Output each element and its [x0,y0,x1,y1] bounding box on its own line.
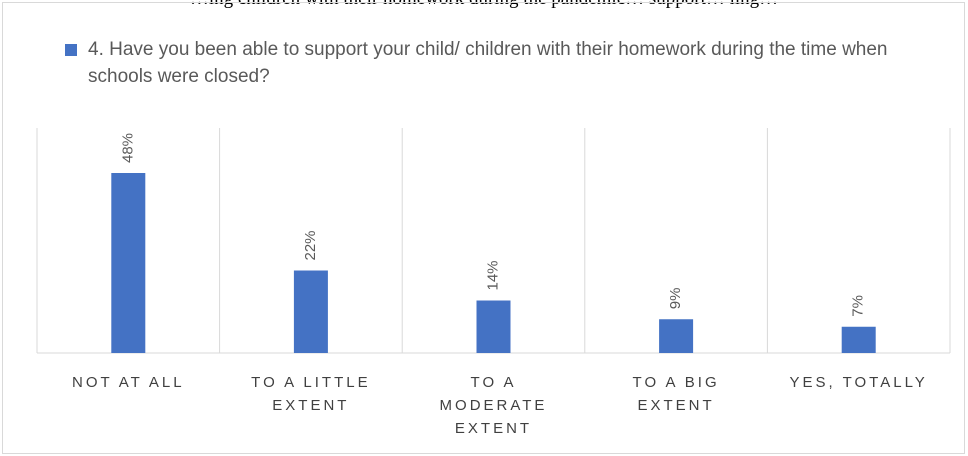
category-label: NOT AT ALL [72,374,185,391]
data-label: 22% [302,230,319,260]
data-label: 7% [850,295,867,317]
cropped-header-text: …ing children with their homework during… [0,0,968,12]
bar [841,326,876,353]
legend-swatch [65,44,77,56]
bar [111,173,146,353]
legend: 4. Have you been able to support your ch… [65,36,950,90]
category-label: TO A LITTLE EXTENT [251,374,371,414]
legend-label: 4. Have you been able to support your ch… [88,39,888,87]
bar [659,319,694,353]
category-label: TO A MODERATE EXTENT [439,374,548,437]
bar [293,270,328,353]
data-label: 48% [119,133,136,163]
data-label: 14% [484,260,501,290]
bar [476,300,511,353]
category-label: YES, TOTALLY [789,374,928,391]
category-label: TO A BIG EXTENT [632,374,720,414]
data-label: 9% [667,288,684,310]
